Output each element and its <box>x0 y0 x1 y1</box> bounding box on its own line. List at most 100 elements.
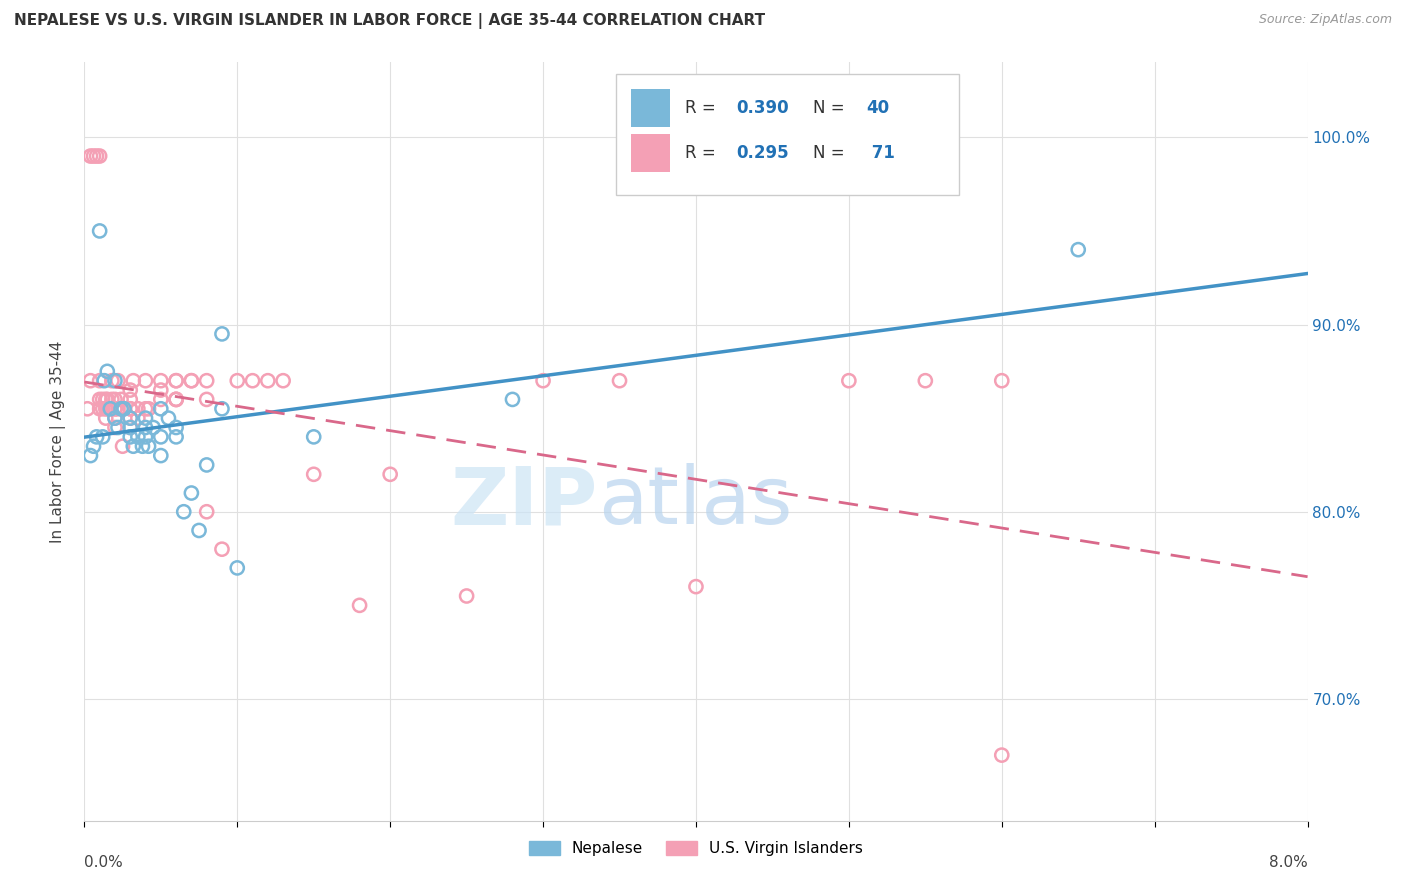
Point <box>226 561 249 575</box>
Point <box>195 505 218 519</box>
Point <box>91 401 114 416</box>
Point <box>94 401 117 416</box>
Point <box>120 420 142 434</box>
Point <box>97 401 120 416</box>
Point <box>104 411 127 425</box>
Point <box>96 401 118 416</box>
Point <box>89 392 111 407</box>
Point <box>838 374 860 388</box>
Point <box>195 458 218 472</box>
Point <box>104 401 127 416</box>
Point <box>101 392 124 407</box>
Point <box>380 467 402 482</box>
Point <box>79 149 101 163</box>
Point <box>122 374 145 388</box>
Point <box>76 401 98 416</box>
Point <box>142 420 165 434</box>
Point <box>135 401 157 416</box>
Point <box>195 392 218 407</box>
Point <box>127 430 149 444</box>
Point <box>157 411 180 425</box>
Text: Source: ZipAtlas.com: Source: ZipAtlas.com <box>1258 13 1392 27</box>
Point <box>149 430 172 444</box>
Point <box>110 392 132 407</box>
Point <box>165 374 187 388</box>
Point <box>195 374 218 388</box>
Point <box>242 374 264 388</box>
Point <box>111 401 134 416</box>
Point <box>83 439 105 453</box>
Point <box>138 401 160 416</box>
Point <box>104 401 127 416</box>
Text: 40: 40 <box>866 99 889 117</box>
Point <box>135 411 157 425</box>
Y-axis label: In Labor Force | Age 35-44: In Labor Force | Age 35-44 <box>49 341 66 542</box>
Point <box>93 374 115 388</box>
Point <box>165 392 187 407</box>
Point <box>138 439 160 453</box>
Point <box>120 411 142 425</box>
Bar <box>631 135 671 172</box>
Point <box>149 401 172 416</box>
Point <box>79 449 101 463</box>
Text: 0.0%: 0.0% <box>84 855 124 870</box>
Point <box>165 392 187 407</box>
Point <box>257 374 280 388</box>
Point <box>122 439 145 453</box>
Point <box>98 401 121 416</box>
Point <box>302 430 325 444</box>
Point <box>91 392 114 407</box>
Point <box>135 374 157 388</box>
Point <box>149 392 172 407</box>
Point <box>127 411 149 425</box>
Text: NEPALESE VS U.S. VIRGIN ISLANDER IN LABOR FORCE | AGE 35-44 CORRELATION CHART: NEPALESE VS U.S. VIRGIN ISLANDER IN LABO… <box>14 13 765 29</box>
Point <box>165 430 187 444</box>
Bar <box>631 89 671 127</box>
Point <box>211 542 233 557</box>
Point <box>89 224 111 238</box>
Legend: Nepalese, U.S. Virgin Islanders: Nepalese, U.S. Virgin Islanders <box>523 835 869 863</box>
Point <box>89 374 111 388</box>
Point <box>120 420 142 434</box>
Point <box>456 589 478 603</box>
Point <box>149 374 172 388</box>
Point <box>914 374 936 388</box>
Point <box>94 392 117 407</box>
Point <box>120 383 142 397</box>
Point <box>101 374 124 388</box>
Point <box>127 401 149 416</box>
Point <box>96 364 118 378</box>
Point <box>120 430 142 444</box>
Point <box>111 401 134 416</box>
Text: R =: R = <box>685 145 721 162</box>
Point <box>86 430 108 444</box>
Point <box>83 149 105 163</box>
Point <box>111 439 134 453</box>
Text: 71: 71 <box>866 145 894 162</box>
Point <box>502 392 524 407</box>
Point <box>349 599 371 613</box>
Point <box>165 392 187 407</box>
Point <box>173 505 195 519</box>
Point <box>94 411 117 425</box>
Text: N =: N = <box>814 145 851 162</box>
Text: 0.295: 0.295 <box>737 145 789 162</box>
Point <box>120 401 142 416</box>
Point <box>149 383 172 397</box>
Point <box>165 420 187 434</box>
Text: N =: N = <box>814 99 851 117</box>
Point <box>1067 243 1090 257</box>
Point <box>211 401 233 416</box>
FancyBboxPatch shape <box>616 74 959 195</box>
Point <box>180 374 202 388</box>
Point <box>226 374 249 388</box>
Point <box>531 374 554 388</box>
Point <box>180 374 202 388</box>
Point <box>79 374 101 388</box>
Point <box>149 449 172 463</box>
Point <box>120 401 142 416</box>
Point <box>188 524 211 538</box>
Point <box>110 401 132 416</box>
Point <box>302 467 325 482</box>
Point <box>165 374 187 388</box>
